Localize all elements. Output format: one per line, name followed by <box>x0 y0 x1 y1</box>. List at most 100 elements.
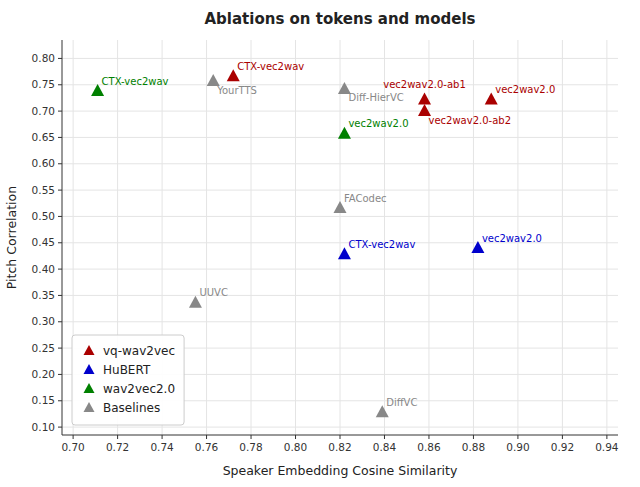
grid-line-x <box>340 40 341 435</box>
y-tick-label: 0.55 <box>32 184 55 196</box>
point-label: CTX-vec2wav <box>348 239 415 250</box>
legend-swatch <box>84 364 95 374</box>
y-tick-label: 0.35 <box>32 289 55 301</box>
y-tick <box>58 111 62 112</box>
x-axis-label: Speaker Embedding Cosine Similarity <box>223 463 458 478</box>
x-tick <box>251 435 252 439</box>
x-tick <box>517 435 518 439</box>
x-tick-label: 0.92 <box>551 441 574 453</box>
legend-label: Baselines <box>103 401 160 415</box>
point-label: DiffVC <box>386 397 417 408</box>
point-label: vec2wav2.0 <box>482 233 542 244</box>
y-tick <box>58 269 62 270</box>
y-tick-label: 0.65 <box>32 131 55 143</box>
y-tick <box>58 427 62 428</box>
y-tick <box>58 242 62 243</box>
y-tick <box>58 58 62 59</box>
y-tick-label: 0.10 <box>32 421 55 433</box>
y-tick-label: 0.45 <box>32 236 55 248</box>
y-tick-label: 0.75 <box>32 78 55 90</box>
point-label: Diff-HierVC <box>348 92 403 103</box>
grid-line-x <box>206 40 207 435</box>
y-axis-line <box>62 40 63 435</box>
x-tick <box>606 435 607 439</box>
x-tick <box>473 435 474 439</box>
x-tick <box>73 435 74 439</box>
y-tick-label: 0.60 <box>32 157 55 169</box>
legend-swatch <box>84 383 95 393</box>
point-label: vec2wav2.0-ab2 <box>429 115 512 126</box>
x-tick <box>162 435 163 439</box>
y-tick <box>58 321 62 322</box>
x-tick <box>295 435 296 439</box>
y-tick <box>58 348 62 349</box>
point-label: YourTTS <box>216 85 257 96</box>
x-tick <box>562 435 563 439</box>
axes: 0.70 0.72 0.74 0.76 0.78 0.80 0.82 0.84 0.86 0.88… <box>32 40 619 453</box>
point-label: vec2wav2.0 <box>495 84 555 95</box>
x-tick-label: 0.94 <box>595 441 619 453</box>
grid-line-x <box>295 40 296 435</box>
point-label: vec2wav2.0-ab1 <box>383 79 466 90</box>
legend-swatch <box>84 402 95 412</box>
y-tick-label: 0.25 <box>32 342 55 354</box>
x-tick-label: 0.86 <box>417 441 441 453</box>
title: Ablations on tokens and models <box>205 10 476 28</box>
x-tick-label: 0.74 <box>150 441 174 453</box>
y-tick-label: 0.70 <box>32 105 55 117</box>
grid-line-x <box>251 40 252 435</box>
grid-line-x <box>606 40 607 435</box>
y-axis-label: Pitch Correlation <box>4 186 19 289</box>
chart: 0.70 0.72 0.74 0.76 0.78 0.80 0.82 0.84 0.86 0.88… <box>0 0 640 487</box>
x-tick-label: 0.72 <box>106 441 129 453</box>
point-label: UUVC <box>199 287 227 298</box>
grid-line-y <box>62 163 618 164</box>
grid-line-y <box>62 321 618 322</box>
point-label: vec2wav2.0 <box>348 118 408 129</box>
x-tick-label: 0.76 <box>195 441 219 453</box>
x-tick <box>428 435 429 439</box>
y-tick-label: 0.80 <box>32 52 55 64</box>
legend: vq-wav2vec HuBERT wav2vec2.0 Baselines <box>72 335 184 425</box>
legend-label: HuBERT <box>103 363 151 377</box>
point-label: FACodec <box>344 193 387 204</box>
x-tick-label: 0.78 <box>239 441 262 453</box>
x-tick <box>384 435 385 439</box>
x-tick-label: 0.88 <box>462 441 485 453</box>
grid-line-x <box>473 40 474 435</box>
x-tick <box>206 435 207 439</box>
y-tick-label: 0.20 <box>32 368 55 380</box>
x-tick-label: 0.90 <box>506 441 529 453</box>
y-tick <box>58 84 62 85</box>
x-tick-label: 0.80 <box>284 441 307 453</box>
legend-swatch <box>84 345 95 355</box>
y-tick <box>58 400 62 401</box>
legend-label: vq-wav2vec <box>103 344 175 358</box>
grid-line-y <box>62 427 618 428</box>
legend-label: wav2vec2.0 <box>103 382 175 396</box>
y-tick-label: 0.50 <box>32 210 55 222</box>
y-tick-label: 0.15 <box>32 394 55 406</box>
grid-line-x <box>428 40 429 435</box>
x-tick-label: 0.84 <box>373 441 397 453</box>
grid-line-y <box>62 58 618 59</box>
grid-line-y <box>62 216 618 217</box>
y-tick <box>58 374 62 375</box>
y-tick <box>58 295 62 296</box>
y-tick-label: 0.30 <box>32 315 55 327</box>
y-tick <box>58 190 62 191</box>
grid-line-x <box>562 40 563 435</box>
grid <box>62 40 618 435</box>
y-tick <box>58 163 62 164</box>
grid-line-y <box>62 295 618 296</box>
point-label: CTX-vec2wav <box>102 76 169 87</box>
grid-line-y <box>62 111 618 112</box>
x-tick-label: 0.82 <box>328 441 351 453</box>
grid-line-y <box>62 269 618 270</box>
legend-box <box>72 335 184 425</box>
y-tick <box>58 137 62 138</box>
x-tick <box>117 435 118 439</box>
point-labels: CTX-vec2wav vec2wav2.0-ab1 vec2wav2.0-ab2 v… <box>102 61 556 408</box>
x-tick-label: 0.70 <box>61 441 84 453</box>
point <box>418 93 431 105</box>
